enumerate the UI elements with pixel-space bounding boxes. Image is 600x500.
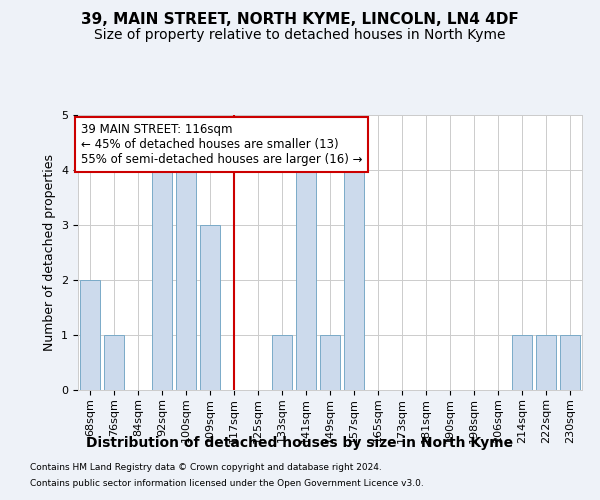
Bar (272, 335, 292, 390)
Bar (296, 170, 316, 390)
Y-axis label: Number of detached properties: Number of detached properties (43, 154, 56, 351)
Text: Distribution of detached houses by size in North Kyme: Distribution of detached houses by size … (86, 436, 514, 450)
Bar (104, 335, 124, 390)
Bar (560, 335, 580, 390)
Bar (176, 170, 196, 390)
Bar (536, 335, 556, 390)
Bar (320, 335, 340, 390)
Text: 39, MAIN STREET, NORTH KYME, LINCOLN, LN4 4DF: 39, MAIN STREET, NORTH KYME, LINCOLN, LN… (81, 12, 519, 28)
Bar (80, 280, 100, 390)
Bar (200, 225, 220, 390)
Text: 39 MAIN STREET: 116sqm
← 45% of detached houses are smaller (13)
55% of semi-det: 39 MAIN STREET: 116sqm ← 45% of detached… (80, 123, 362, 166)
Bar (152, 170, 172, 390)
Bar (344, 170, 364, 390)
Bar (512, 335, 532, 390)
Text: Size of property relative to detached houses in North Kyme: Size of property relative to detached ho… (94, 28, 506, 42)
Text: Contains HM Land Registry data © Crown copyright and database right 2024.: Contains HM Land Registry data © Crown c… (30, 464, 382, 472)
Text: Contains public sector information licensed under the Open Government Licence v3: Contains public sector information licen… (30, 478, 424, 488)
